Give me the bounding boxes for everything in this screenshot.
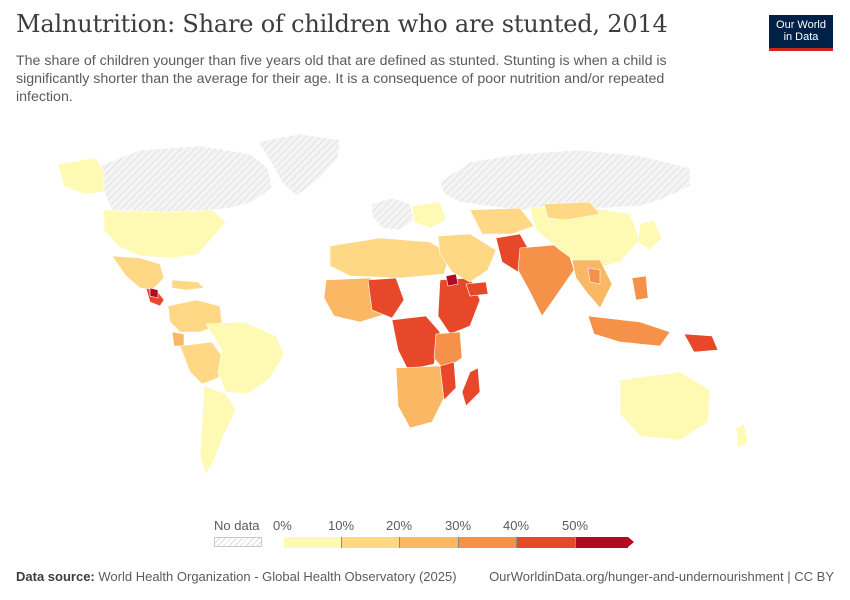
region-indonesia[interactable] bbox=[587, 315, 671, 347]
region-canada[interactable] bbox=[99, 145, 273, 213]
legend-bin-10-20[interactable] bbox=[342, 537, 400, 548]
region-north-africa[interactable] bbox=[329, 237, 451, 279]
region-laos[interactable] bbox=[587, 267, 601, 285]
region-japan-korea[interactable] bbox=[637, 219, 663, 251]
region-russia[interactable] bbox=[439, 149, 691, 211]
region-western-europe[interactable] bbox=[371, 197, 415, 231]
region-yemen[interactable] bbox=[465, 281, 489, 297]
region-usa[interactable] bbox=[103, 209, 227, 259]
legend-arrow-icon bbox=[628, 537, 634, 547]
legend-tick-50: 50% bbox=[562, 518, 589, 533]
footer-link: OurWorldinData.org/hunger-and-undernouri… bbox=[489, 569, 834, 584]
chart-title: Malnutrition: Share of children who are … bbox=[16, 10, 668, 38]
region-mexico[interactable] bbox=[111, 255, 165, 291]
chart-subtitle: The share of children younger than five … bbox=[16, 53, 667, 105]
region-central-africa[interactable] bbox=[391, 315, 441, 371]
region-philippines[interactable] bbox=[631, 275, 649, 301]
region-ecuador[interactable] bbox=[171, 331, 185, 347]
region-mongolia[interactable] bbox=[543, 201, 601, 221]
logo-line-2: in Data bbox=[783, 31, 819, 43]
region-guatemala[interactable] bbox=[149, 287, 159, 299]
region-india[interactable] bbox=[517, 243, 575, 317]
region-greenland[interactable] bbox=[257, 133, 341, 197]
region-southern-africa[interactable] bbox=[395, 365, 449, 429]
legend-tick-0: 0% bbox=[273, 518, 292, 533]
region-niger-nigeria[interactable] bbox=[367, 277, 405, 319]
region-china[interactable] bbox=[529, 205, 641, 271]
legend-tick-10: 10% bbox=[328, 518, 355, 533]
region-brazil[interactable] bbox=[205, 321, 285, 395]
region-australia[interactable] bbox=[619, 371, 711, 441]
legend-tick-40: 40% bbox=[503, 518, 530, 533]
logo-line-1: Our World bbox=[776, 19, 826, 31]
legend-bin-40-50[interactable] bbox=[517, 537, 576, 548]
legend-tick-30: 30% bbox=[445, 518, 472, 533]
legend-bin-0-10[interactable] bbox=[284, 537, 342, 548]
region-southern-cone[interactable] bbox=[199, 385, 237, 475]
legend-bin-30-40[interactable] bbox=[459, 537, 517, 548]
region-peru-bolivia[interactable] bbox=[179, 341, 227, 385]
legend-tick-20: 20% bbox=[386, 518, 413, 533]
legend-no-data-swatch[interactable] bbox=[214, 537, 262, 547]
region-middle-east[interactable] bbox=[437, 233, 497, 283]
region-mozambique[interactable] bbox=[439, 361, 457, 401]
region-eastern-europe[interactable] bbox=[411, 201, 447, 229]
owid-logo[interactable]: Our World in Data bbox=[769, 15, 833, 51]
region-madagascar[interactable] bbox=[461, 367, 481, 407]
data-source-label: Data source: bbox=[16, 569, 95, 584]
legend-bin-50-plus[interactable] bbox=[576, 537, 628, 548]
region-eritrea[interactable] bbox=[445, 273, 459, 287]
region-new-zealand[interactable] bbox=[735, 423, 749, 449]
legend-no-data-label: No data bbox=[214, 518, 260, 533]
region-papua-new-guinea[interactable] bbox=[683, 333, 719, 353]
license-link[interactable]: | CC BY bbox=[787, 569, 834, 584]
region-southeast-asia[interactable] bbox=[571, 259, 613, 309]
data-source: Data source: World Health Organization -… bbox=[16, 569, 457, 584]
legend-bin-20-30[interactable] bbox=[400, 537, 459, 548]
world-map[interactable] bbox=[0, 110, 850, 510]
region-caribbean[interactable] bbox=[171, 279, 205, 291]
owid-url-link[interactable]: OurWorldinData.org/hunger-and-undernouri… bbox=[489, 569, 784, 584]
region-central-asia[interactable] bbox=[469, 207, 535, 235]
region-alaska[interactable] bbox=[57, 157, 105, 195]
data-source-text: World Health Organization - Global Healt… bbox=[98, 569, 457, 584]
